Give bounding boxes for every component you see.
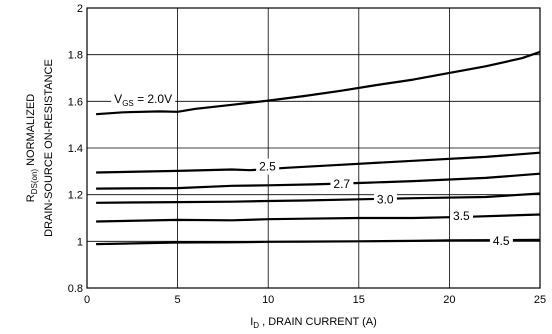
x-tick-label: 20 bbox=[443, 294, 455, 306]
series-label-bg-5 bbox=[489, 232, 513, 249]
series-group bbox=[96, 50, 541, 246]
series-line-1 bbox=[96, 151, 541, 174]
grid bbox=[86, 7, 541, 289]
y-tick-label: 0.8 bbox=[68, 283, 83, 295]
x-axis-label: ID , DRAIN CURRENT (A) bbox=[250, 316, 377, 330]
plot-frame bbox=[86, 7, 541, 289]
y-tick-label: 1 bbox=[77, 236, 83, 248]
y-tick-label: 2 bbox=[77, 3, 83, 15]
y-tick-labels: 0.8 1 1.2 1.4 1.6 1.8 2 bbox=[68, 3, 83, 295]
y-axis-label-line2: DRAIN-SOURCE ON-RESISTANCE bbox=[43, 59, 55, 237]
series-label-bg-4 bbox=[450, 208, 474, 225]
y-tick-label: 1.2 bbox=[68, 190, 83, 202]
series-label-5: 4.5 bbox=[493, 234, 510, 248]
series-label-3: 3.0 bbox=[377, 192, 394, 206]
series-label-4: 3.5 bbox=[453, 209, 470, 223]
series-line-2 bbox=[96, 172, 541, 190]
x-tick-label: 0 bbox=[84, 294, 90, 306]
curve-labels: VGS = 2.0V 2.5 2.7 3.0 3.5 4.5 bbox=[111, 91, 513, 249]
y-tick-label: 1.4 bbox=[68, 143, 83, 155]
x-tick-label: 10 bbox=[262, 294, 274, 306]
x-tick-label: 5 bbox=[175, 294, 181, 306]
series-line-4 bbox=[96, 213, 541, 223]
series-line-5 bbox=[96, 238, 541, 246]
series-label-2: 2.7 bbox=[333, 177, 350, 191]
y-tick-label: 1.6 bbox=[68, 96, 83, 108]
y-tick-label: 1.8 bbox=[68, 50, 83, 62]
x-tick-label: 25 bbox=[534, 294, 546, 306]
series-label-bg-2 bbox=[330, 176, 354, 193]
series-line-0 bbox=[96, 50, 541, 116]
series-label-1: 2.5 bbox=[259, 160, 276, 174]
x-tick-label: 15 bbox=[353, 294, 365, 306]
y-axis-label-line1: RDS(on) NORMALIZED bbox=[25, 94, 39, 203]
series-label-bg-3 bbox=[373, 191, 397, 208]
series-label-0: VGS = 2.0V bbox=[114, 92, 172, 108]
x-tick-labels: 0 5 10 15 20 25 bbox=[84, 294, 546, 306]
series-label-bg-0 bbox=[111, 91, 176, 109]
series-label-bg-1 bbox=[256, 158, 280, 175]
series-line-3 bbox=[96, 192, 541, 204]
